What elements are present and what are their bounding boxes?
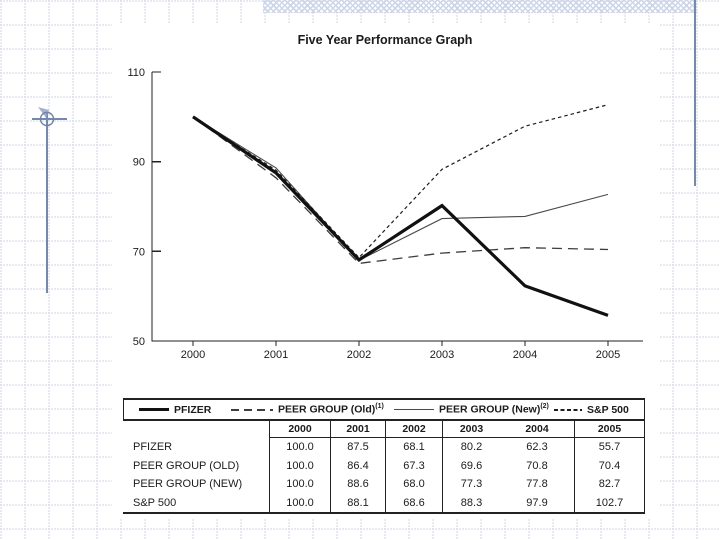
table-cell: 100.0 [270,456,331,475]
table-row: S&P 500 100.0 88.1 68.6 88.3 97.9 102.7 [123,493,645,512]
legend-line-sample-icon [554,408,582,411]
table-cell: 88.1 [331,493,386,512]
table-cell: 100.0 [270,475,331,494]
legend-line-sample-icon [231,408,273,411]
x-tick-label: 2003 [430,349,454,361]
table-cell: 100.0 [270,438,331,457]
right-decor-line [694,0,696,186]
table-body: PFIZER 100.0 87.5 68.1 80.2 62.3 55.7 PEER GRO… [123,438,645,512]
table-cell: 102.7 [575,493,645,512]
table-cell: 68.1 [386,438,443,457]
row-label: S&P 500 [123,493,270,512]
table-cell: 68.6 [386,493,443,512]
y-tick-label: 70 [133,246,145,258]
table-row: PFIZER 100.0 87.5 68.1 80.2 62.3 55.7 [123,438,645,457]
year-header-cell: 2001 [331,421,386,438]
table-cell: 97.9 [500,493,575,512]
table-cell: 88.6 [331,475,386,494]
year-header-cell: 2000 [270,421,331,438]
x-tick-label: 2005 [596,349,620,361]
table-cell: 67.3 [386,456,443,475]
year-header-cell: 2004 [500,421,575,438]
legend-line-sample-icon [139,408,169,411]
table-corner-cell [123,421,270,438]
x-tick-label: 2001 [264,349,288,361]
legend-item: S&P 500 [554,400,629,419]
table-cell: 87.5 [331,438,386,457]
legend-line-sample-icon [394,409,434,410]
legend-item: PEER GROUP (Old)(1) [231,400,384,419]
legend-label: PFIZER [174,403,212,416]
series-line [192,115,609,317]
table-cell: 86.4 [331,456,386,475]
y-tick-label: 110 [127,67,145,79]
table-cell: 77.8 [500,475,575,494]
chart-title: Five Year Performance Graph [297,33,473,47]
legend-label: S&P 500 [587,403,629,416]
table-cell: 80.2 [460,441,483,454]
chart-legend: PFIZER PEER GROUP (Old)(1) PEER GROUP (N… [123,398,645,421]
table-cell: 55.7 [575,438,645,457]
y-tick-label: 90 [133,157,145,169]
table-cell: 77.3 [460,478,483,491]
compass-icon [38,107,55,127]
table-cell: 62.3 [500,438,575,457]
legend-label: PEER GROUP (Old)(1) [278,403,384,416]
table-bottom-border [123,512,645,514]
y-tick-label: 50 [133,336,145,348]
table-header-row: 2000 2001 2002 2003 2004 2005 [123,421,645,438]
year-header-cell: 2003 [443,421,500,438]
left-decor-crossline [32,118,67,120]
series-line [192,104,609,259]
top-hatch-band [263,0,697,13]
left-decor-line [46,112,48,293]
table-cell: 82.7 [575,475,645,494]
legend-item: PFIZER [139,400,211,419]
row-label: PEER GROUP (OLD) [123,456,270,475]
series-line [192,116,609,265]
series-line [192,116,609,261]
table-cell: 70.8 [500,456,575,475]
performance-table: PFIZER PEER GROUP (Old)(1) PEER GROUP (N… [123,398,645,514]
table-cell: 69.6 [460,459,483,472]
x-tick-label: 2000 [181,349,205,361]
table-cell: 68.0 [386,475,443,494]
table-row: PEER GROUP (OLD) 100.0 86.4 67.3 69.6 70.8 70.… [123,456,645,475]
table-cell: 70.4 [575,456,645,475]
x-tick-label: 2004 [513,349,537,361]
table-row: PEER GROUP (NEW) 100.0 88.6 68.0 77.3 77.8 82.… [123,475,645,494]
legend-label: PEER GROUP (New)(2) [439,403,549,416]
legend-item: PEER GROUP (New)(2) [394,400,549,419]
table-cell: 100.0 [270,493,331,512]
year-header-cell: 2005 [575,421,645,438]
x-tick-label: 2002 [347,349,371,361]
row-label: PEER GROUP (NEW) [123,475,270,494]
row-label: PFIZER [123,438,270,457]
table-cell: 88.3 [460,496,483,509]
year-header-cell: 2002 [386,421,443,438]
